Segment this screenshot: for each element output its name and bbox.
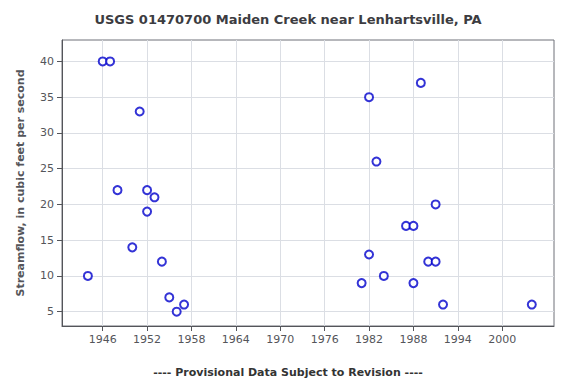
svg-text:20: 20 (40, 198, 54, 211)
svg-text:2000: 2000 (488, 333, 516, 346)
svg-text:35: 35 (40, 91, 54, 104)
svg-text:5: 5 (47, 305, 54, 318)
svg-text:1994: 1994 (444, 333, 472, 346)
svg-text:10: 10 (40, 269, 54, 282)
svg-text:25: 25 (40, 162, 54, 175)
svg-text:1964: 1964 (222, 333, 250, 346)
svg-text:1988: 1988 (399, 333, 427, 346)
svg-text:Streamflow, in cubic feet per: Streamflow, in cubic feet per second (14, 69, 27, 296)
svg-text:1952: 1952 (133, 333, 161, 346)
svg-text:30: 30 (40, 126, 54, 139)
svg-text:40: 40 (40, 55, 54, 68)
svg-text:1970: 1970 (266, 333, 294, 346)
svg-text:---- Provisional Data Subject: ---- Provisional Data Subject to Revisio… (153, 366, 423, 379)
svg-text:USGS 01470700 Maiden Creek nea: USGS 01470700 Maiden Creek near Lenharts… (94, 12, 481, 27)
svg-text:1946: 1946 (89, 333, 117, 346)
svg-text:15: 15 (40, 234, 54, 247)
svg-text:1982: 1982 (355, 333, 383, 346)
svg-text:1958: 1958 (177, 333, 205, 346)
svg-text:1976: 1976 (311, 333, 339, 346)
